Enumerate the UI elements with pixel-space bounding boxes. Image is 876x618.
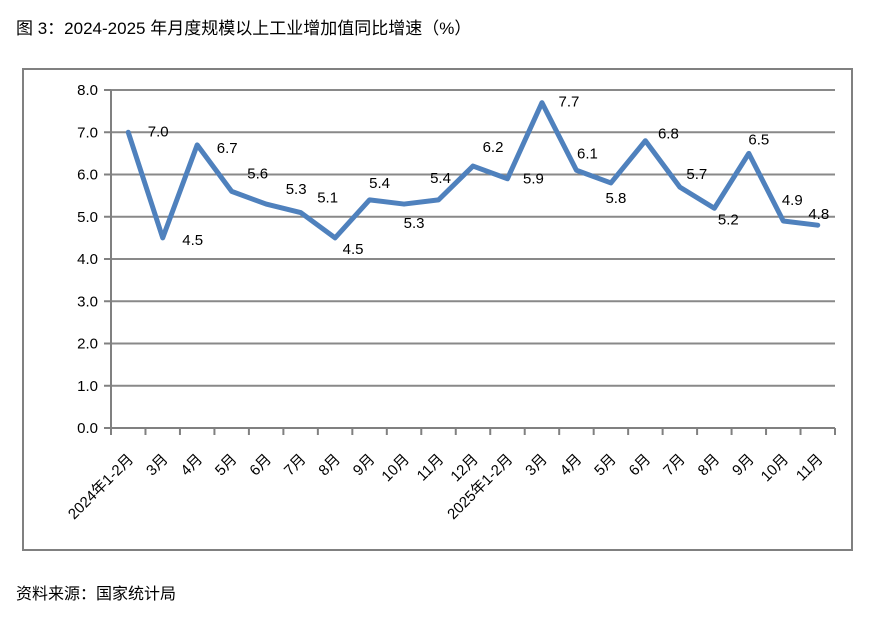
- x-tick-label: 11月: [414, 451, 448, 485]
- data-label: 6.1: [577, 145, 598, 162]
- data-label: 5.6: [247, 165, 268, 182]
- x-tick-label: 3月: [143, 451, 172, 480]
- data-label: 6.2: [483, 139, 504, 156]
- x-tick-label: 4月: [557, 451, 586, 480]
- x-tick-label: 7月: [281, 451, 310, 480]
- data-label: 5.3: [286, 181, 307, 198]
- data-label: 6.5: [748, 131, 769, 148]
- data-label: 5.1: [317, 190, 338, 207]
- data-label: 4.8: [808, 206, 829, 223]
- data-label: 6.7: [217, 140, 238, 157]
- x-tick-label: 6月: [246, 451, 275, 480]
- data-label: 5.9: [523, 171, 544, 188]
- data-label: 7.7: [559, 94, 580, 111]
- x-tick-label: 6月: [626, 451, 655, 480]
- data-label: 5.7: [686, 166, 707, 183]
- x-tick-label: 5月: [212, 451, 241, 480]
- data-label: 5.3: [404, 215, 425, 232]
- x-tick-label: 10月: [758, 451, 792, 485]
- data-label: 4.5: [343, 241, 364, 258]
- data-label: 5.4: [430, 170, 451, 187]
- y-tick-label: 2.0: [77, 336, 98, 353]
- x-tick-label: 8月: [315, 451, 344, 480]
- x-tick-label: 9月: [350, 451, 379, 480]
- y-tick-label: 5.0: [77, 209, 98, 226]
- data-label: 4.9: [782, 192, 803, 209]
- chart-frame: 0.0 1.0 2.0 3.0 4.0 5.0 6.0 7.0 8.0 2024年1-2月 3月 4月…: [22, 68, 853, 551]
- y-tick-label: 3.0: [77, 293, 98, 310]
- y-tick-label: 7.0: [77, 124, 98, 141]
- y-tick-label: 6.0: [77, 167, 98, 184]
- data-label: 5.8: [605, 190, 626, 207]
- x-tick-label: 10月: [378, 451, 412, 485]
- x-tick-label: 2024年1-2月: [65, 451, 137, 523]
- series-line: [125, 100, 821, 241]
- data-label: 5.2: [718, 211, 739, 228]
- x-tick-label: 8月: [695, 451, 724, 480]
- y-tick-label: 1.0: [77, 378, 98, 395]
- x-tick-label: 9月: [729, 451, 758, 480]
- chart-title: 图 3：2024-2025 年月度规模以上工业增加值同比增速（%）: [16, 19, 472, 38]
- x-tick-label: 5月: [591, 451, 620, 480]
- y-tick-label: 4.0: [77, 251, 98, 268]
- data-label: 5.4: [369, 175, 390, 192]
- data-label: 6.8: [658, 126, 679, 143]
- y-tick-label: 0.0: [77, 420, 98, 437]
- x-tick-label: 11月: [793, 451, 827, 485]
- y-tick-label: 8.0: [77, 82, 98, 99]
- data-label: 7.0: [148, 123, 169, 140]
- x-tick-label: 4月: [177, 451, 206, 480]
- x-tick-label: 3月: [522, 451, 551, 480]
- source-note: 资料来源：国家统计局: [16, 586, 177, 603]
- data-label: 4.5: [182, 232, 203, 249]
- x-tick-label: 7月: [660, 451, 689, 480]
